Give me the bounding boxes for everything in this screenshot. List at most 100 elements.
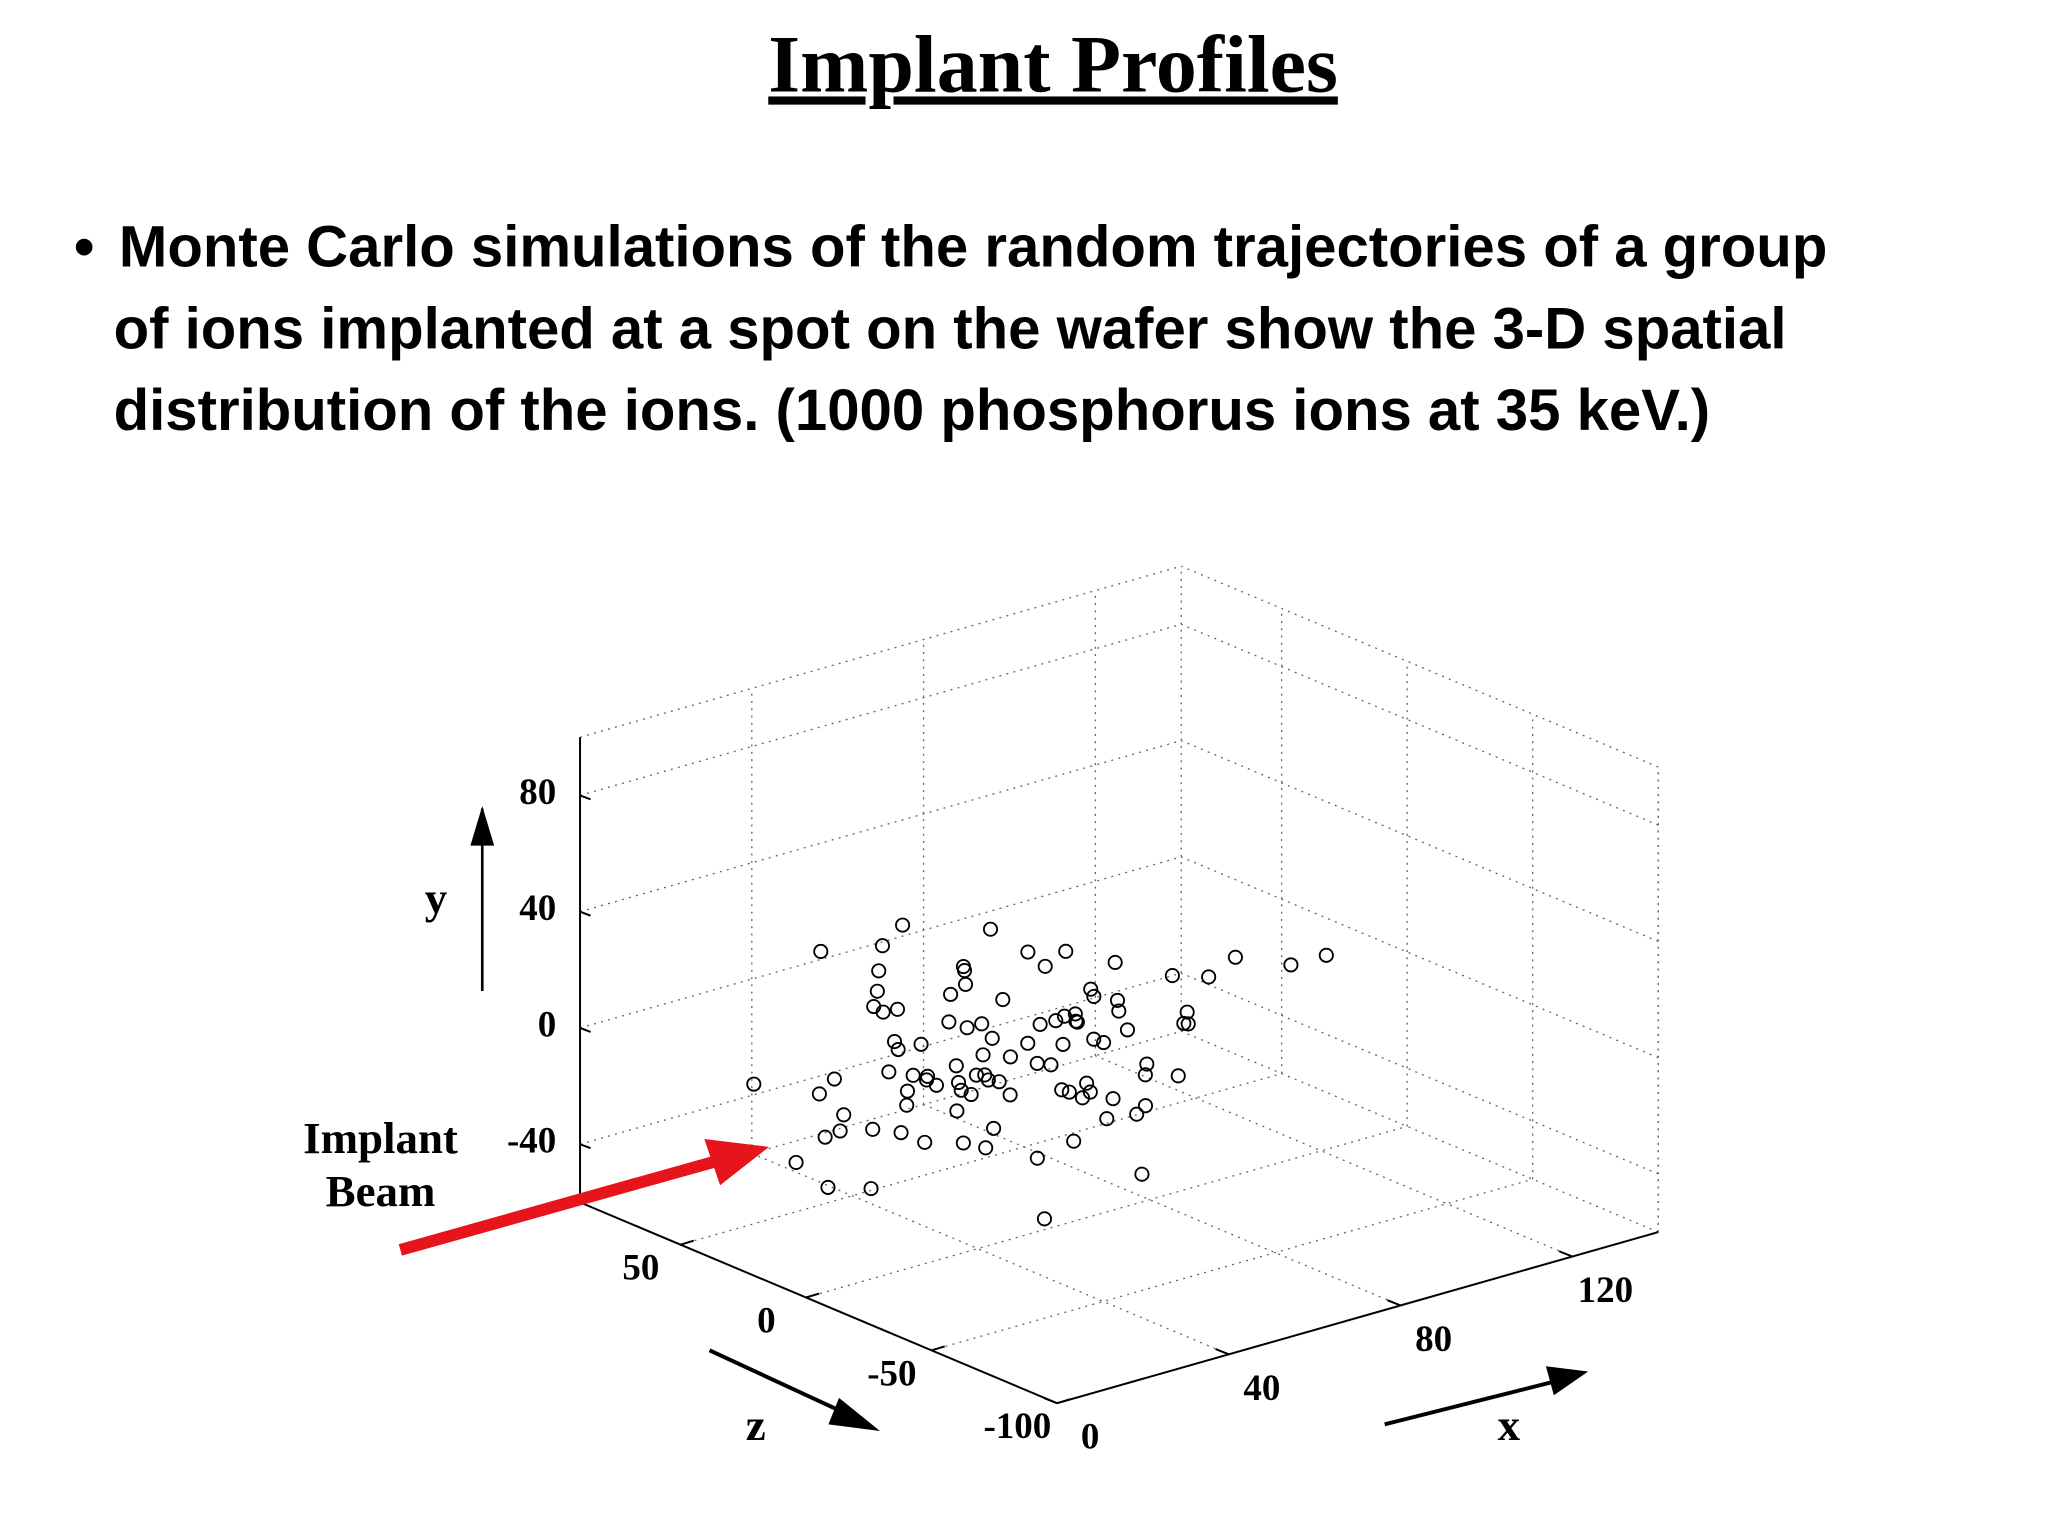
ion-point [1096, 1034, 1112, 1051]
ion-point [978, 1140, 994, 1156]
tick-mark [931, 1345, 946, 1352]
ion-point [913, 1036, 929, 1052]
ion-point [941, 1014, 957, 1030]
grid-line [1180, 972, 1659, 1175]
ion-point [1137, 1067, 1153, 1083]
ion-point [788, 1154, 804, 1171]
ion-point [1109, 992, 1126, 1008]
ion-point [1134, 1166, 1150, 1182]
box-edge [1180, 1030, 1659, 1233]
x-tick-label: 80 [1415, 1319, 1452, 1360]
box-edge [579, 565, 1182, 738]
ion-point [874, 938, 891, 954]
ion-point [958, 976, 974, 992]
ion-point [1139, 1056, 1155, 1072]
ion-point [1002, 1087, 1018, 1103]
ion-point [746, 1076, 762, 1092]
grid-line [931, 1178, 1533, 1351]
ion-point [917, 1134, 933, 1150]
z-tick-label: 0 [757, 1300, 776, 1341]
implant-beam-arrow [398, 1154, 722, 1256]
ion-point [991, 1074, 1007, 1090]
ion-point [817, 1129, 833, 1145]
ion-point [889, 1001, 906, 1017]
z-tick-label: -50 [867, 1353, 916, 1394]
tick-mark [1558, 1250, 1573, 1258]
x-axis [1056, 1231, 1659, 1405]
ion-point [975, 1047, 991, 1063]
ion-point [982, 921, 999, 937]
ion-point [826, 1071, 842, 1087]
grid-line [1180, 623, 1659, 826]
z-axis-label: z [746, 1400, 766, 1450]
arrow-head [704, 1138, 769, 1186]
ion-point [881, 1064, 897, 1080]
grid-line [1180, 856, 1659, 1059]
ion-point [1129, 1106, 1145, 1122]
ion-point [1020, 1035, 1036, 1051]
ion-point [974, 1016, 990, 1032]
ion-point [943, 986, 959, 1002]
bullet-line: Monte Carlo simulations of the random tr… [119, 214, 1827, 279]
annotation: Implant [303, 1113, 458, 1163]
tick-mark [579, 1143, 591, 1150]
ion-point [1318, 947, 1334, 963]
ion-point [1099, 1111, 1115, 1127]
ion-point [811, 1086, 827, 1102]
ion-point [955, 959, 971, 975]
bullet-line: of ions implanted at a spot on the wafer… [114, 296, 1787, 361]
arrow-head [470, 805, 495, 846]
y-tick-label: 0 [538, 1004, 557, 1045]
ion-point [984, 1030, 1000, 1046]
tick-mark [1056, 1398, 1071, 1405]
ion-point [813, 943, 829, 959]
tick-mark [579, 1027, 591, 1033]
ion-point [1164, 968, 1180, 984]
bullet-symbol: • [74, 214, 94, 279]
y-tick-label: -40 [507, 1121, 556, 1162]
ion-point [1043, 1057, 1059, 1073]
z-tick-label: 50 [622, 1248, 659, 1289]
ion-point [1227, 949, 1243, 965]
ion-point [1054, 1082, 1070, 1098]
ion-point [1061, 1084, 1077, 1100]
grid-line [1180, 739, 1659, 943]
box-edge [1180, 565, 1659, 768]
ion-point [1083, 981, 1099, 997]
ion-point [1180, 1016, 1196, 1032]
x-direction-arrow [1384, 1380, 1554, 1427]
ion-point [890, 1042, 906, 1058]
y-axis-label: y [425, 873, 448, 923]
ion-point [820, 1179, 836, 1195]
ion-point [986, 1120, 1002, 1136]
plot: 0 40 80 120 -100 -50 0 50 -40 0 40 80 [507, 565, 1659, 1458]
grid-line [805, 1125, 1408, 1299]
arrow-head [1545, 1366, 1589, 1396]
x-tick-label: 0 [1081, 1417, 1100, 1458]
grid-line [579, 623, 1182, 797]
grid-line [680, 1072, 1282, 1246]
ion-point [1002, 1049, 1018, 1065]
ion-point [1137, 1098, 1154, 1114]
ion-point [886, 1034, 903, 1050]
x-axis-label: x [1498, 1400, 1521, 1450]
ion-point [1055, 1036, 1071, 1052]
ion-point [1086, 1031, 1102, 1047]
ion-point [832, 1123, 848, 1139]
bullet-line: distribution of the ions. (1000 phosphor… [114, 378, 1711, 443]
ion-point [920, 1068, 936, 1084]
tick-mark [1386, 1299, 1401, 1307]
grid-line [1095, 1055, 1573, 1258]
ion-point [1020, 944, 1036, 960]
box-edge [579, 1030, 1182, 1204]
ion-point [1032, 1016, 1048, 1032]
ion-point [1058, 943, 1074, 959]
ion-point [1105, 1091, 1121, 1107]
annotation: Beam [326, 1166, 436, 1216]
ion-point [875, 1004, 891, 1020]
ion-point [1029, 1055, 1045, 1071]
ion-point [1119, 1022, 1135, 1038]
ion-point [905, 1067, 921, 1083]
ion-point [1066, 1133, 1082, 1149]
